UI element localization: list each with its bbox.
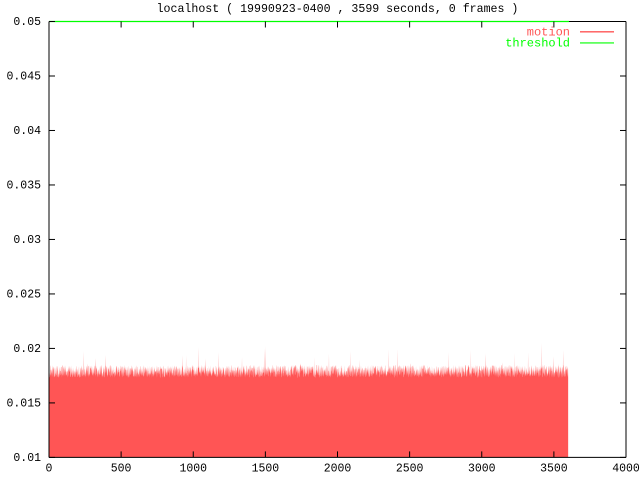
svg-text:2000: 2000 bbox=[324, 462, 352, 475]
svg-text:0.015: 0.015 bbox=[6, 397, 41, 410]
svg-text:0.01: 0.01 bbox=[13, 452, 41, 465]
svg-text:3000: 3000 bbox=[468, 462, 496, 475]
svg-text:0.05: 0.05 bbox=[13, 16, 41, 29]
svg-text:0.045: 0.045 bbox=[6, 70, 41, 83]
svg-text:0.04: 0.04 bbox=[13, 125, 41, 138]
svg-text:3500: 3500 bbox=[540, 462, 568, 475]
svg-text:0: 0 bbox=[46, 462, 53, 475]
svg-text:500: 500 bbox=[111, 462, 132, 475]
svg-text:1000: 1000 bbox=[179, 462, 207, 475]
svg-text:1500: 1500 bbox=[252, 462, 280, 475]
svg-text:localhost ( 19990923-0400 , 35: localhost ( 19990923-0400 , 3599 seconds… bbox=[157, 3, 519, 16]
svg-text:2500: 2500 bbox=[396, 462, 424, 475]
svg-text:0.025: 0.025 bbox=[6, 288, 41, 301]
svg-text:0.035: 0.035 bbox=[6, 179, 41, 192]
svg-text:4000: 4000 bbox=[612, 462, 640, 475]
svg-text:0.03: 0.03 bbox=[13, 234, 41, 247]
svg-text:0.02: 0.02 bbox=[13, 343, 41, 356]
svg-text:threshold: threshold bbox=[505, 36, 570, 50]
